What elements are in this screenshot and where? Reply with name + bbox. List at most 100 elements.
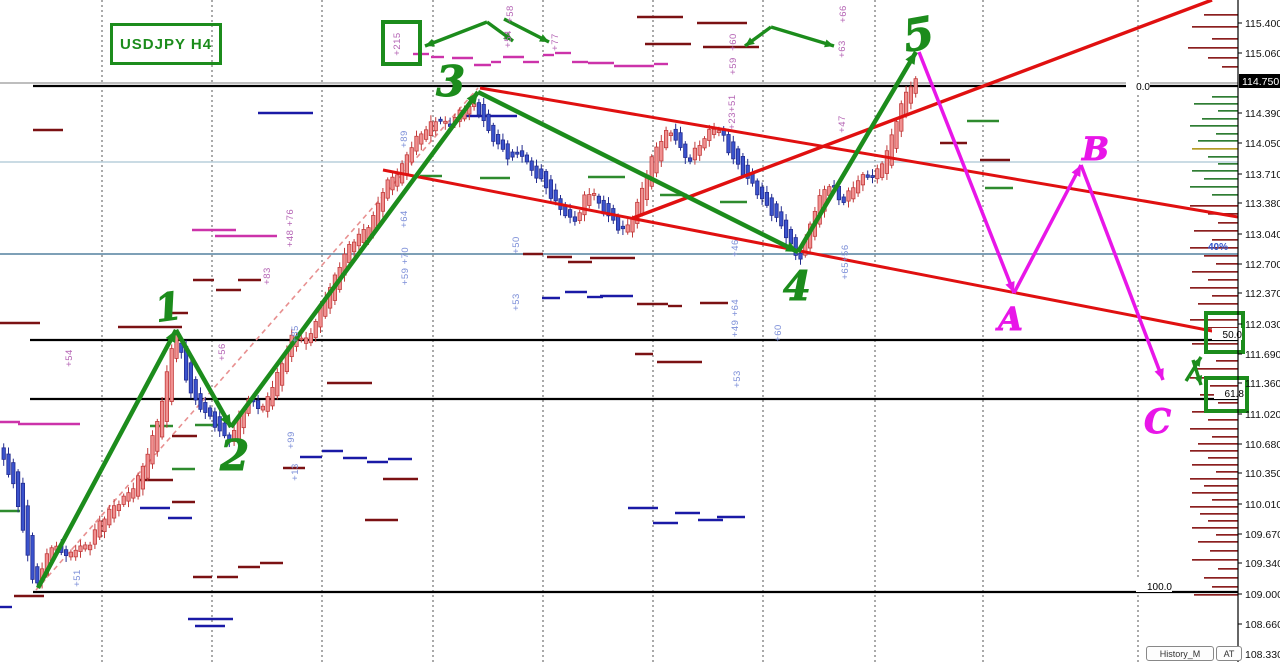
red-trendline[interactable] [382, 168, 1244, 339]
wave-label-B[interactable]: B [1081, 130, 1110, 169]
autotrade-button[interactable]: AT [1216, 646, 1242, 661]
candlestick [203, 402, 208, 413]
candlestick [481, 104, 486, 122]
candlestick [68, 551, 73, 558]
candlestick [64, 549, 69, 556]
volume-profile-bar [1192, 271, 1238, 273]
fib-label: 0.0 [1136, 82, 1150, 93]
candlestick [222, 422, 227, 437]
volume-profile-bar [1212, 194, 1238, 196]
price-axis-label: 113.710 [1245, 169, 1280, 181]
pattern-count-note: +50 [511, 236, 522, 254]
volume-profile-bar [1194, 594, 1238, 596]
wave-label-3[interactable]: 3 [436, 57, 466, 107]
candlestick [390, 176, 395, 191]
pattern-count-note: +49 +64 [730, 299, 741, 337]
candlestick [443, 120, 448, 124]
volume-profile-bar [1218, 568, 1238, 570]
candlestick [217, 416, 222, 432]
candlestick [793, 237, 798, 256]
candlestick [299, 337, 304, 341]
highlight-box[interactable] [381, 20, 422, 66]
candlestick [270, 387, 275, 407]
wave-label-4[interactable]: 4 [783, 263, 812, 311]
volume-profile-bar [1192, 464, 1238, 466]
red-trendline[interactable] [632, 0, 1213, 220]
candlestick [884, 150, 890, 174]
volume-profile-bar [1190, 319, 1238, 321]
candlestick [11, 462, 16, 485]
volume-profile-bar [1190, 450, 1238, 452]
candlestick [150, 435, 155, 465]
candlestick [582, 194, 587, 216]
pattern-count-note: +51 [72, 569, 83, 587]
pattern-count-note: +77 [550, 33, 561, 51]
arrowhead [745, 37, 755, 46]
price-axis-label: 111.690 [1245, 349, 1280, 361]
candlestick [107, 508, 112, 526]
abc-projection-line[interactable] [1012, 164, 1083, 294]
wave-label-2[interactable]: 2 [219, 431, 250, 481]
green-arrow[interactable] [424, 20, 488, 48]
green-arrow[interactable] [770, 25, 835, 48]
elliott-wave-line[interactable] [229, 90, 480, 429]
elliott-wave-line[interactable] [476, 89, 800, 255]
price-axis-label: 112.030 [1245, 319, 1280, 331]
candlestick [505, 143, 510, 160]
fib-label-bg [1214, 387, 1244, 399]
pattern-count-note: +58 [505, 5, 516, 23]
volume-profile-bar [1200, 513, 1238, 515]
candlestick [351, 241, 357, 253]
candlestick [668, 132, 674, 136]
candlestick [760, 186, 765, 200]
arrowhead [220, 414, 231, 427]
candlestick [913, 78, 918, 94]
volume-profile-bar [1216, 534, 1238, 536]
candlestick [207, 407, 213, 417]
pattern-count-note: +56 [217, 343, 228, 361]
candlestick [712, 128, 717, 135]
highlight-box[interactable] [1204, 376, 1249, 413]
pattern-count-note: +65+56 [840, 244, 851, 279]
wave-label-5[interactable]: 5 [899, 7, 939, 63]
arrowhead [503, 32, 513, 41]
candlestick [193, 379, 198, 401]
elliott-wave-line[interactable] [36, 328, 178, 590]
volume-profile-bar [1208, 57, 1238, 59]
pattern-count-note: +48 +76 [285, 209, 296, 247]
candlestick [92, 529, 97, 545]
candlestick [260, 405, 266, 411]
candlestick [635, 201, 640, 224]
wave-label-A[interactable]: A [995, 300, 1024, 339]
history-button[interactable]: History_M [1146, 646, 1214, 661]
candlestick [683, 143, 688, 158]
candlestick [140, 465, 145, 490]
candlestick [707, 129, 712, 141]
volume-profile-bar [1192, 170, 1238, 172]
volume-profile-bar [1210, 550, 1238, 552]
arrowhead [1192, 357, 1201, 367]
abc-projection-line[interactable] [1079, 164, 1165, 381]
candlestick [15, 471, 21, 508]
symbol-timeframe-box[interactable]: USDJPY H4 [110, 23, 222, 65]
pattern-count-note: +54 [503, 30, 514, 48]
wave-label-C[interactable]: C [1144, 402, 1172, 443]
candlestick [347, 244, 352, 264]
wave-label-1[interactable]: 1 [152, 282, 185, 331]
volume-profile-bar [1192, 148, 1238, 150]
highlight-box[interactable] [1204, 311, 1245, 354]
candlestick [798, 252, 803, 260]
candlestick [135, 475, 141, 497]
volume-profile-bar [1212, 96, 1238, 98]
pattern-count-note: +46 [730, 239, 741, 257]
volume-profile-bar [1218, 222, 1238, 224]
abc-projection-line[interactable] [917, 51, 1016, 294]
volume-profile-bar [1192, 559, 1238, 561]
candlestick [697, 145, 702, 156]
candlestick [625, 224, 630, 233]
candlestick [659, 141, 664, 162]
elliott-wave-line[interactable] [796, 50, 918, 254]
volume-profile-bar [1194, 103, 1238, 105]
elliott-wave-line[interactable] [174, 328, 233, 429]
